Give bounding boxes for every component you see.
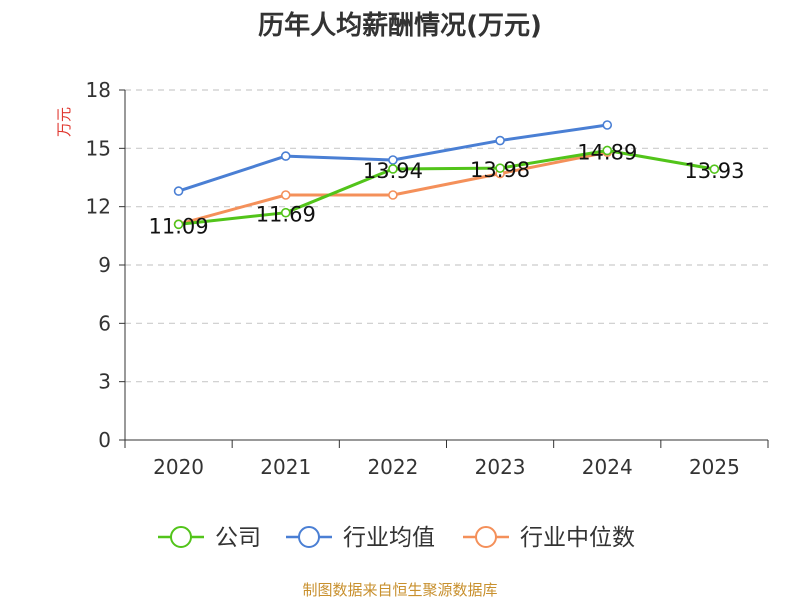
data-label: 11.69	[256, 203, 316, 227]
data-label: 11.09	[149, 214, 209, 238]
legend-label: 行业中位数	[520, 525, 635, 551]
data-point	[602, 120, 613, 130]
data-labels: 11.09 11.69 13.94 13.98 14.89 13.93	[149, 140, 745, 238]
grid	[125, 89, 768, 383]
y-tick-label: 15	[86, 136, 111, 160]
data-point	[280, 190, 291, 200]
data-label: 14.89	[577, 140, 637, 164]
chart-title: 历年人均薪酬情况(万元)	[258, 10, 542, 41]
x-tick-label: 2024	[582, 455, 633, 479]
data-label: 13.98	[470, 158, 530, 182]
data-point	[388, 190, 398, 200]
y-tick-label: 9	[98, 253, 111, 277]
x-tick-label: 2020	[153, 455, 204, 479]
x-tick-label: 2021	[260, 455, 311, 479]
y-tick-label: 18	[86, 78, 111, 102]
x-tick-label: 2022	[367, 455, 418, 479]
data-point	[602, 145, 613, 156]
y-tick-label: 12	[86, 195, 111, 219]
data-point	[173, 219, 184, 230]
data-label: 13.93	[684, 159, 744, 183]
x-tick-label: 2025	[689, 455, 740, 479]
y-tick-label: 3	[98, 370, 111, 394]
data-point	[388, 155, 398, 165]
y-axis-label: 万元	[55, 107, 73, 137]
source-note: 制图数据来自恒生聚源数据库	[302, 581, 497, 599]
series	[173, 120, 720, 230]
legend-label: 公司	[215, 525, 261, 551]
legend-label: 行业均值	[343, 525, 435, 551]
data-point	[495, 163, 505, 173]
legend-marker	[475, 526, 497, 548]
y-tick-label: 0	[98, 428, 111, 452]
data-point	[388, 164, 398, 174]
series-line-0	[178, 148, 715, 226]
legend-marker	[170, 526, 192, 548]
legend: 公司 行业均值 行业中位数	[158, 525, 635, 551]
legend-marker	[298, 526, 320, 548]
data-label: 13.94	[363, 159, 423, 183]
data-point	[709, 164, 720, 174]
data-point	[280, 151, 291, 161]
data-point	[280, 207, 291, 218]
data-point	[173, 186, 184, 196]
y-tick-label: 6	[98, 311, 111, 335]
axes: 0 3 6 9 12 15 18 2020 2021 2022 2023 2024 2025	[86, 78, 769, 479]
data-point	[495, 135, 505, 146]
x-tick-label: 2023	[475, 455, 526, 479]
